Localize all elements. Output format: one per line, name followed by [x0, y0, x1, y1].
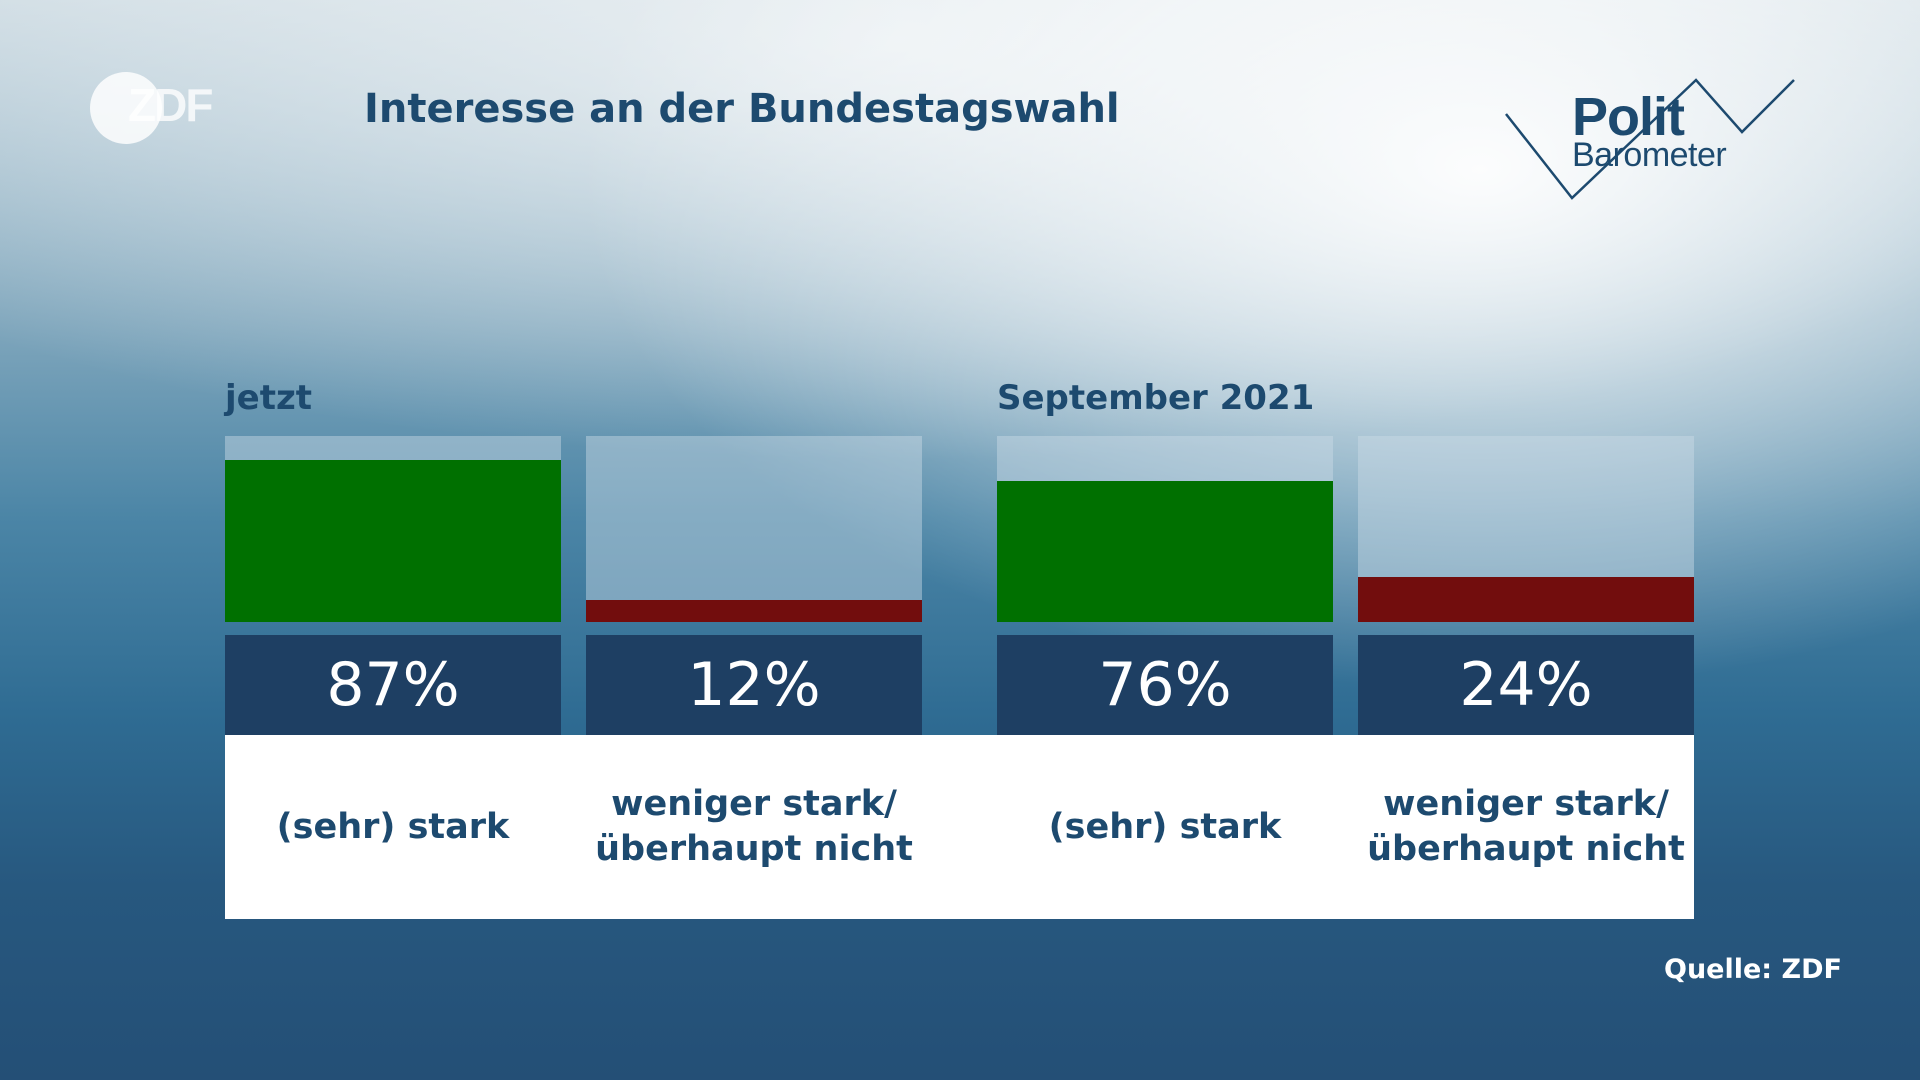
zdf-logo-circle [90, 72, 162, 144]
bar-track-sept2021-weniger [1358, 436, 1694, 622]
group-label-jetzt: jetzt [225, 378, 313, 418]
category-label-jetzt-stark: (sehr) stark [276, 806, 510, 847]
value-label-jetzt-weniger: 12% [586, 635, 922, 735]
bar-sept2021-weniger [1358, 577, 1694, 622]
zdf-logo: ZDF [90, 72, 230, 144]
group-label-september-2021: September 2021 [997, 378, 1315, 418]
bar-track-jetzt-stark [225, 436, 561, 622]
chart-title: Interesse an der Bundestagswahl [364, 86, 1120, 132]
bar-jetzt-stark [225, 460, 561, 622]
politbarometer-logo-bottom: Barometer [1572, 136, 1727, 174]
politbarometer-zigzag-icon [1505, 78, 1795, 200]
source-note: Quelle: ZDF [1664, 954, 1842, 985]
bar-jetzt-weniger [586, 599, 922, 622]
bar-track-jetzt-weniger [586, 436, 922, 622]
politbarometer-logo: Polit Barometer [1500, 76, 1800, 206]
value-label-sept2021-stark: 76% [997, 635, 1333, 735]
category-label-jetzt-weniger: weniger stark/ überhaupt nicht [595, 784, 913, 869]
category-label-sept2021-stark: (sehr) stark [1048, 806, 1282, 847]
bar-track-sept2021-stark [997, 436, 1333, 622]
category-label-sept2021-weniger: weniger stark/ überhaupt nicht [1367, 784, 1685, 869]
category-label-panel [225, 735, 1694, 919]
zdf-logo-text: ZDF [128, 79, 213, 131]
bar-sept2021-stark [997, 480, 1333, 622]
value-label-sept2021-weniger: 24% [1358, 635, 1694, 735]
politbarometer-logo-top: Polit [1572, 87, 1685, 147]
value-label-jetzt-stark: 87% [225, 635, 561, 735]
